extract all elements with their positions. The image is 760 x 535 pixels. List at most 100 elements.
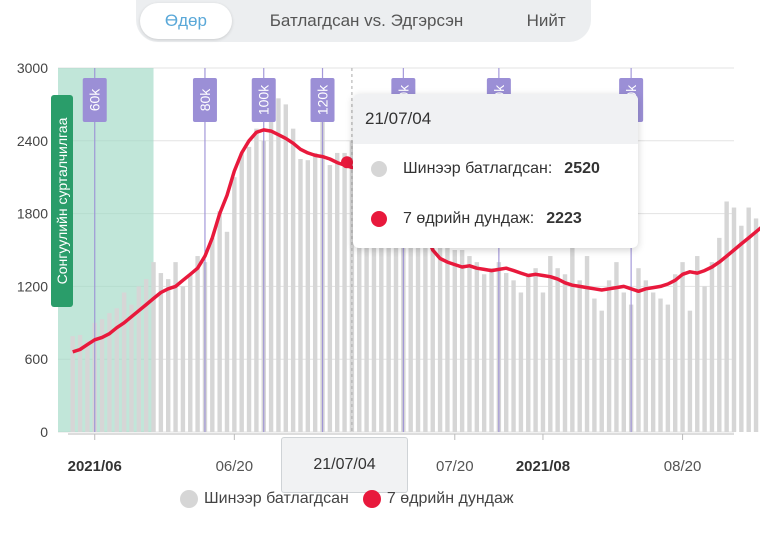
bar bbox=[459, 250, 465, 432]
tooltip-average-label: 7 өдрийн дундаж: bbox=[403, 210, 535, 227]
legend: Шинээр батлагдсан 7 өдрийн дундаж bbox=[180, 490, 528, 508]
bar bbox=[739, 225, 744, 432]
bar bbox=[584, 256, 590, 432]
bar bbox=[437, 241, 443, 432]
x-tick-label: 2021/06 bbox=[68, 458, 122, 475]
y-tick-label: 3000 bbox=[17, 60, 48, 76]
bar bbox=[709, 262, 715, 432]
legend-confirmed-icon bbox=[180, 490, 198, 508]
x-tick-label: 08/20 bbox=[664, 458, 702, 475]
legend-average-icon bbox=[362, 490, 381, 508]
bar bbox=[246, 146, 252, 432]
tooltip-confirmed-value: 2520 bbox=[564, 160, 600, 177]
legend-confirmed-label: Шинээр батлагдсан bbox=[204, 490, 349, 507]
tooltip-average-value: 2223 bbox=[546, 210, 582, 227]
bar bbox=[526, 274, 531, 432]
bar bbox=[188, 274, 193, 432]
milestone-flag-label: 60k bbox=[87, 88, 103, 112]
bar bbox=[85, 341, 90, 432]
bar bbox=[393, 126, 399, 433]
bar bbox=[224, 231, 230, 432]
view-tabs: Өдөр Батлагдсан vs. Эдгэрсэн Нийт bbox=[136, 0, 591, 42]
bar bbox=[570, 237, 575, 432]
bar bbox=[621, 292, 626, 432]
bar bbox=[489, 268, 494, 432]
legend-item-confirmed[interactable]: Шинээр батлагдсан bbox=[180, 490, 349, 508]
bar bbox=[210, 237, 215, 432]
bar bbox=[327, 165, 333, 433]
bar bbox=[665, 304, 671, 432]
bar bbox=[364, 183, 369, 432]
y-tick-label: 1800 bbox=[17, 206, 48, 222]
bar bbox=[680, 262, 685, 432]
bar bbox=[276, 98, 281, 432]
tab-total[interactable]: Нийт bbox=[526, 11, 566, 30]
bar bbox=[166, 279, 171, 432]
average-dot-icon bbox=[371, 211, 387, 227]
bar bbox=[592, 298, 597, 432]
milestone-flag-box bbox=[82, 78, 107, 122]
bar bbox=[121, 292, 127, 432]
tab-confirmed-vs-recovered[interactable]: Батлагдсан vs. Эдгэрсэн bbox=[269, 11, 464, 30]
x-tick-label: 06/20 bbox=[216, 458, 254, 475]
bar bbox=[371, 165, 377, 433]
bar bbox=[268, 110, 274, 432]
tooltip: 21/07/04 Шинээр батлагдсан: 2520 7 өдрий… bbox=[353, 94, 638, 248]
bar bbox=[636, 268, 641, 432]
bar bbox=[408, 207, 413, 432]
tab-daily[interactable]: Өдөр bbox=[140, 3, 232, 39]
bar bbox=[195, 256, 200, 432]
bar bbox=[695, 256, 700, 432]
bar bbox=[650, 292, 656, 432]
legend-average-label: 7 өдрийн дундаж bbox=[386, 490, 514, 507]
bar bbox=[386, 134, 391, 432]
bar bbox=[239, 152, 244, 432]
bar bbox=[107, 313, 112, 432]
milestone-flag-box bbox=[192, 78, 217, 122]
bar bbox=[504, 273, 509, 432]
milestone-flag-label: 80k bbox=[197, 88, 213, 112]
y-tick-label: 2400 bbox=[17, 133, 48, 149]
tooltip-date: 21/07/04 bbox=[353, 94, 638, 144]
bar bbox=[533, 268, 538, 432]
bar bbox=[290, 128, 296, 432]
tooltip-row-confirmed: Шинээр батлагдсан: 2520 bbox=[371, 160, 600, 178]
bar bbox=[452, 250, 457, 432]
bar bbox=[673, 274, 678, 432]
bar bbox=[577, 280, 582, 432]
milestone-flag-box bbox=[310, 78, 335, 122]
election-badge-box bbox=[51, 95, 73, 307]
tooltip-row-average: 7 өдрийн дундаж: 2223 bbox=[371, 210, 582, 228]
bar bbox=[70, 336, 75, 432]
bar bbox=[511, 280, 516, 432]
bar bbox=[643, 280, 649, 432]
bar bbox=[335, 152, 340, 432]
y-tick-label: 1200 bbox=[17, 278, 48, 294]
bar bbox=[232, 177, 237, 432]
tooltip-confirmed-label: Шинээр батлагдсан: bbox=[403, 160, 553, 177]
x-axis: 2021/06 06/20 07/20 2021/08 08/20 bbox=[68, 433, 734, 475]
bar bbox=[217, 211, 222, 432]
milestone-flag-box bbox=[251, 78, 276, 122]
bar bbox=[298, 159, 303, 432]
election-badge: Сонгуулийн сурталчилгаа bbox=[51, 95, 73, 307]
y-tick-label: 600 bbox=[25, 351, 49, 367]
x-axis-tooltip: 21/07/04 bbox=[281, 437, 408, 493]
bar bbox=[129, 304, 134, 432]
bar bbox=[548, 256, 553, 432]
average-marker bbox=[341, 156, 353, 169]
bar bbox=[746, 207, 751, 432]
bar bbox=[599, 310, 604, 432]
bar bbox=[658, 298, 663, 432]
bar bbox=[445, 213, 450, 432]
bar bbox=[518, 292, 524, 432]
bar bbox=[423, 237, 428, 432]
milestone-flag-label: 120k bbox=[315, 84, 331, 115]
bar bbox=[467, 256, 472, 432]
bar bbox=[540, 292, 546, 432]
bar bbox=[614, 262, 619, 432]
legend-item-average[interactable]: 7 өдрийн дундаж bbox=[362, 490, 514, 508]
bar bbox=[430, 231, 435, 432]
bar bbox=[136, 286, 142, 432]
